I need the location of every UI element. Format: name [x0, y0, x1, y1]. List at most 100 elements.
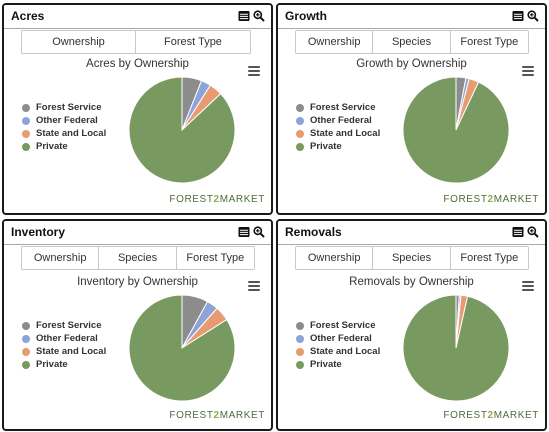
legend-item-forest-service[interactable]: Forest Service	[296, 319, 380, 332]
legend-item-state-and-local[interactable]: State and Local	[22, 345, 106, 358]
brand-text-2: 2	[487, 410, 494, 421]
pie-chart	[402, 294, 510, 402]
legend-marker	[296, 129, 304, 138]
legend-item-state-and-local[interactable]: State and Local	[296, 345, 380, 358]
table-icon[interactable]	[512, 10, 524, 22]
hamburger-menu-icon[interactable]	[522, 66, 534, 76]
legend-item-other-federal[interactable]: Other Federal	[296, 332, 380, 345]
legend-item-other-federal[interactable]: Other Federal	[296, 114, 380, 127]
panel-header: Acres	[4, 5, 271, 29]
legend-label: Forest Service	[36, 102, 102, 113]
legend-item-private[interactable]: Private	[296, 358, 380, 371]
panel-header: Inventory	[4, 221, 271, 245]
brand-text-2: 2	[487, 194, 494, 205]
tab-ownership[interactable]: Ownership	[296, 247, 374, 269]
legend-item-other-federal[interactable]: Other Federal	[22, 332, 106, 345]
panel-title: Acres	[11, 9, 45, 23]
legend-label: Other Federal	[36, 333, 98, 344]
legend-item-state-and-local[interactable]: State and Local	[296, 127, 380, 140]
tab-bar: Ownership Species Forest Type	[295, 30, 529, 54]
legend-item-private[interactable]: Private	[22, 140, 106, 153]
legend-item-private[interactable]: Private	[296, 140, 380, 153]
legend-item-state-and-local[interactable]: State and Local	[22, 127, 106, 140]
chart-legend: Forest Service Other Federal State and Loc…	[22, 101, 106, 153]
panel-title: Inventory	[11, 225, 66, 239]
brand-text-forest: FOREST	[169, 194, 214, 205]
zoom-icon[interactable]	[527, 226, 539, 238]
legend-marker	[296, 347, 304, 356]
tab-species[interactable]: Species	[99, 247, 177, 269]
brand-text-market: MARKET	[219, 410, 265, 421]
legend-item-forest-service[interactable]: Forest Service	[22, 319, 106, 332]
hamburger-menu-icon[interactable]	[522, 281, 534, 291]
acres-panel: Acres Ownership Forest Type Acres by Owners…	[2, 3, 273, 215]
inventory-panel: Inventory Ownership Species Forest Type Inve…	[2, 219, 273, 431]
pie-chart	[128, 76, 236, 184]
chart-title: Removals by Ownership	[349, 276, 474, 288]
panel-header: Removals	[278, 221, 545, 245]
tab-forest-type[interactable]: Forest Type	[176, 247, 255, 269]
zoom-icon[interactable]	[253, 10, 265, 22]
pie-slice-private[interactable]	[402, 294, 510, 402]
hamburger-menu-icon[interactable]	[248, 66, 260, 76]
brand-text-market: MARKET	[493, 194, 539, 205]
legend-label: Other Federal	[310, 115, 372, 126]
forest2market-logo: FOREST2MARKET	[169, 410, 265, 421]
tab-forest-type[interactable]: Forest Type	[136, 31, 250, 53]
removals-panel: Removals Ownership Species Forest Type Remov…	[276, 219, 547, 431]
zoom-icon[interactable]	[253, 226, 265, 238]
legend-marker	[22, 116, 30, 125]
legend-item-forest-service[interactable]: Forest Service	[296, 101, 380, 114]
brand-text-2: 2	[213, 194, 220, 205]
legend-marker	[22, 321, 30, 330]
brand-text-forest: FOREST	[169, 410, 214, 421]
legend-item-other-federal[interactable]: Other Federal	[22, 114, 106, 127]
tab-ownership[interactable]: Ownership	[22, 247, 100, 269]
pie-slice-private[interactable]	[402, 76, 510, 184]
legend-marker	[296, 103, 304, 112]
chart-title: Inventory by Ownership	[77, 276, 198, 288]
legend-label: Other Federal	[36, 115, 98, 126]
tab-forest-type[interactable]: Forest Type	[450, 31, 529, 53]
legend-label: Private	[36, 141, 68, 152]
legend-item-private[interactable]: Private	[22, 358, 106, 371]
legend-label: Private	[310, 141, 342, 152]
table-icon[interactable]	[238, 226, 250, 238]
legend-label: State and Local	[310, 346, 381, 357]
tab-species[interactable]: Species	[373, 247, 451, 269]
chart-title: Acres by Ownership	[86, 58, 189, 70]
legend-label: Other Federal	[310, 333, 372, 344]
pie-slice-private[interactable]	[128, 294, 236, 402]
tab-ownership[interactable]: Ownership	[296, 31, 374, 53]
tab-ownership[interactable]: Ownership	[22, 31, 136, 53]
hamburger-menu-icon[interactable]	[248, 281, 260, 291]
legend-item-forest-service[interactable]: Forest Service	[22, 101, 106, 114]
legend-label: Private	[36, 359, 68, 370]
tab-bar: Ownership Species Forest Type	[21, 246, 255, 270]
legend-label: Forest Service	[36, 320, 102, 331]
growth-panel: Growth Ownership Species Forest Type Growth …	[276, 3, 547, 215]
panel-title: Growth	[285, 9, 327, 23]
legend-label: Private	[310, 359, 342, 370]
tab-bar: Ownership Forest Type	[21, 30, 251, 54]
legend-label: Forest Service	[310, 102, 376, 113]
table-icon[interactable]	[238, 10, 250, 22]
tab-forest-type[interactable]: Forest Type	[450, 247, 529, 269]
chart-title: Growth by Ownership	[356, 58, 467, 70]
brand-text-2: 2	[213, 410, 220, 421]
legend-marker	[22, 360, 30, 369]
pie-chart	[128, 294, 236, 402]
table-icon[interactable]	[512, 226, 524, 238]
header-icons	[512, 226, 539, 238]
panel-title: Removals	[285, 225, 342, 239]
brand-text-forest: FOREST	[443, 194, 488, 205]
tab-species[interactable]: Species	[373, 31, 451, 53]
pie-slice-private[interactable]	[128, 76, 236, 184]
zoom-icon[interactable]	[527, 10, 539, 22]
panel-header: Growth	[278, 5, 545, 29]
forest2market-logo: FOREST2MARKET	[169, 194, 265, 205]
forest2market-logo: FOREST2MARKET	[443, 194, 539, 205]
brand-text-forest: FOREST	[443, 410, 488, 421]
legend-label: State and Local	[310, 128, 381, 139]
tab-bar: Ownership Species Forest Type	[295, 246, 529, 270]
